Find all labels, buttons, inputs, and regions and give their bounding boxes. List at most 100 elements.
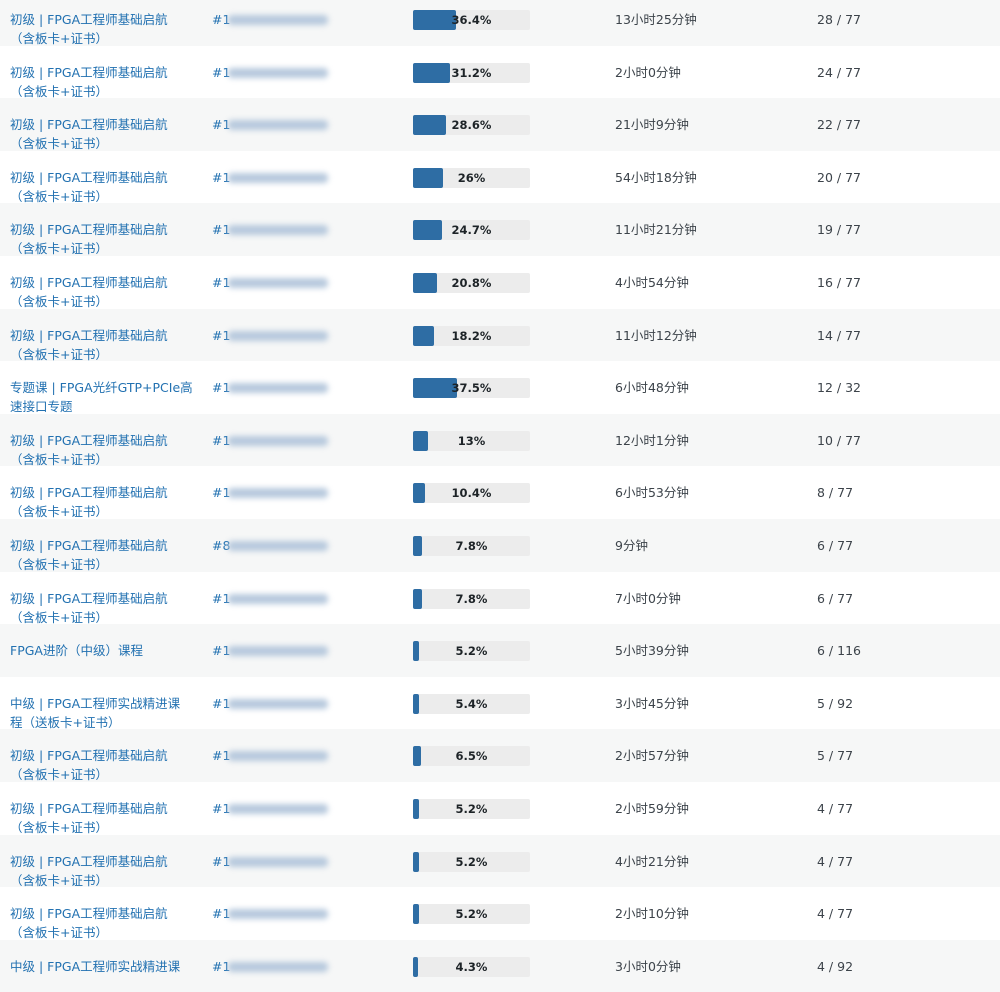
course-link[interactable]: 初级 | FPGA工程师基础启航 （含板卡+证书） — [10, 63, 205, 101]
study-time: 12小时1分钟 — [615, 432, 689, 448]
redacted-order — [228, 435, 328, 446]
progress-label: 7.8% — [455, 591, 488, 606]
progress-label: 31.2% — [451, 65, 492, 80]
lesson-count: 8 / 77 — [817, 485, 854, 501]
lesson-count: 5 / 77 — [817, 748, 854, 764]
course-link[interactable]: 初级 | FPGA工程师基础启航 （含板卡+证书） — [10, 746, 205, 784]
order-number[interactable]: #1 — [212, 958, 231, 974]
progress-fill — [413, 115, 447, 136]
course-line: 初级 | FPGA工程师基础启航 — [10, 327, 168, 343]
order-number[interactable]: #1 — [212, 695, 231, 711]
table-row: 初级 | FPGA工程师基础启航 （含板卡+证书） #1 20.8% 4小时54分钟 16… — [0, 256, 1000, 309]
course-line: 初级 | FPGA工程师基础启航 — [10, 485, 168, 501]
lesson-count: 20 / 77 — [817, 169, 861, 185]
course-link[interactable]: 专题课 | FPGA光纤GTP+PCIe高 速接口专题 — [10, 378, 205, 416]
order-number[interactable]: #1 — [212, 800, 231, 816]
order-number[interactable]: #1 — [212, 432, 231, 448]
course-link[interactable]: 初级 | FPGA工程师基础启航 （含板卡+证书） — [10, 904, 205, 942]
redacted-order — [228, 856, 328, 867]
course-line: （含板卡+证书） — [10, 767, 108, 783]
course-line: （含板卡+证书） — [10, 872, 108, 888]
order-number[interactable]: #1 — [212, 380, 231, 396]
order-number[interactable]: #1 — [212, 643, 231, 659]
progress-label: 10.4% — [451, 486, 492, 501]
study-time: 4小时21分钟 — [615, 853, 689, 869]
lesson-count: 6 / 116 — [817, 643, 861, 659]
order-number[interactable]: #8 — [212, 537, 231, 553]
lesson-count: 4 / 77 — [817, 853, 854, 869]
course-link[interactable]: 中级 | FPGA工程师实战精进课 程（送板卡+证书） — [10, 694, 205, 732]
course-link[interactable]: 初级 | FPGA工程师基础启航 （含板卡+证书） — [10, 326, 205, 364]
table-row: 专题课 | FPGA光纤GTP+PCIe高 速接口专题 #1 37.5% 6小时48分钟… — [0, 361, 1000, 414]
table-row: 初级 | FPGA工程师基础启航 （含板卡+证书） #1 6.5% 2小时57分钟 5 /… — [0, 729, 1000, 782]
order-number[interactable]: #1 — [212, 485, 231, 501]
course-line: 专题课 | FPGA光纤GTP+PCIe高 — [10, 380, 193, 396]
progress-track: 7.8% — [413, 588, 530, 609]
lesson-count: 10 / 77 — [817, 432, 861, 448]
course-line: （含板卡+证书） — [10, 556, 108, 572]
order-number[interactable]: #1 — [212, 12, 231, 27]
course-link[interactable]: 初级 | FPGA工程师基础启航 （含板卡+证书） — [10, 168, 205, 206]
course-link[interactable]: 初级 | FPGA工程师基础启航 （含板卡+证书） — [10, 220, 205, 258]
lesson-count: 6 / 77 — [817, 590, 854, 606]
progress-fill — [413, 62, 450, 83]
progress-track: 13% — [413, 430, 530, 451]
order-number[interactable]: #1 — [212, 169, 231, 185]
course-link[interactable]: 初级 | FPGA工程师基础启航 （含板卡+证书） — [10, 483, 205, 521]
course-link[interactable]: 初级 | FPGA工程师基础启航 （含板卡+证书） — [10, 273, 205, 311]
progress-label: 28.6% — [451, 118, 492, 133]
redacted-order — [228, 698, 328, 709]
study-time: 3小时0分钟 — [615, 958, 681, 974]
order-number[interactable]: #1 — [212, 853, 231, 869]
study-time: 9分钟 — [615, 537, 648, 553]
progress-label: 7.8% — [455, 538, 488, 553]
progress-fill — [413, 693, 420, 714]
course-line: 初级 | FPGA工程师基础启航 — [10, 274, 168, 290]
progress-track: 26% — [413, 167, 530, 188]
progress-track: 10.4% — [413, 483, 530, 504]
order-number[interactable]: #1 — [212, 64, 231, 80]
course-line: 初级 | FPGA工程师基础启航 — [10, 64, 168, 80]
course-link[interactable]: 初级 | FPGA工程师基础启航 （含板卡+证书） — [10, 799, 205, 837]
course-line: （含板卡+证书） — [10, 346, 108, 362]
study-time: 21小时9分钟 — [615, 117, 689, 133]
course-link[interactable]: 初级 | FPGA工程师基础启航 （含板卡+证书） — [10, 115, 205, 153]
course-line: 中级 | FPGA工程师实战精进课 — [10, 695, 181, 711]
order-number[interactable]: #1 — [212, 590, 231, 606]
progress-track: 5.2% — [413, 904, 530, 925]
progress-label: 18.2% — [451, 328, 492, 343]
order-number[interactable]: #1 — [212, 748, 231, 764]
order-number[interactable]: #1 — [212, 274, 231, 290]
progress-label: 36.4% — [451, 13, 492, 27]
course-line: 中级 | FPGA工程师实战精进课 — [10, 958, 181, 974]
course-link[interactable]: 初级 | FPGA工程师基础启航 （含板卡+证书） — [10, 10, 205, 48]
table-row: 初级 | FPGA工程师基础启航 （含板卡+证书） #1 5.2% 2小时59分钟 4 /… — [0, 782, 1000, 835]
course-link[interactable]: 中级 | FPGA工程师实战精进课 — [10, 957, 205, 976]
progress-fill — [413, 220, 442, 241]
course-link[interactable]: FPGA进阶（中级）课程 — [10, 641, 205, 660]
course-line: 初级 | FPGA工程师基础启航 — [10, 117, 168, 133]
progress-track: 5.2% — [413, 798, 530, 819]
course-link[interactable]: 初级 | FPGA工程师基础启航 （含板卡+证书） — [10, 536, 205, 574]
course-line: 初级 | FPGA工程师基础启航 — [10, 12, 168, 27]
order-number[interactable]: #1 — [212, 117, 231, 133]
study-time: 11小时21分钟 — [615, 222, 697, 238]
order-number[interactable]: #1 — [212, 327, 231, 343]
order-number[interactable]: #1 — [212, 906, 231, 922]
order-number[interactable]: #1 — [212, 222, 231, 238]
redacted-order — [228, 961, 328, 972]
course-link[interactable]: 初级 | FPGA工程师基础启航 （含板卡+证书） — [10, 852, 205, 890]
redacted-order — [228, 909, 328, 920]
course-link[interactable]: 初级 | FPGA工程师基础启航 （含板卡+证书） — [10, 589, 205, 627]
redacted-order — [228, 120, 328, 131]
table-row: 初级 | FPGA工程师基础启航 （含板卡+证书） #1 10.4% 6小时53分钟 8 … — [0, 466, 1000, 519]
lesson-count: 14 / 77 — [817, 327, 861, 343]
course-link[interactable]: 初级 | FPGA工程师基础启航 （含板卡+证书） — [10, 431, 205, 469]
lesson-count: 19 / 77 — [817, 222, 861, 238]
progress-track: 37.5% — [413, 378, 530, 399]
course-line: （含板卡+证书） — [10, 504, 108, 520]
redacted-order — [228, 225, 328, 236]
lesson-count: 4 / 92 — [817, 958, 854, 974]
study-time: 6小时53分钟 — [615, 485, 689, 501]
